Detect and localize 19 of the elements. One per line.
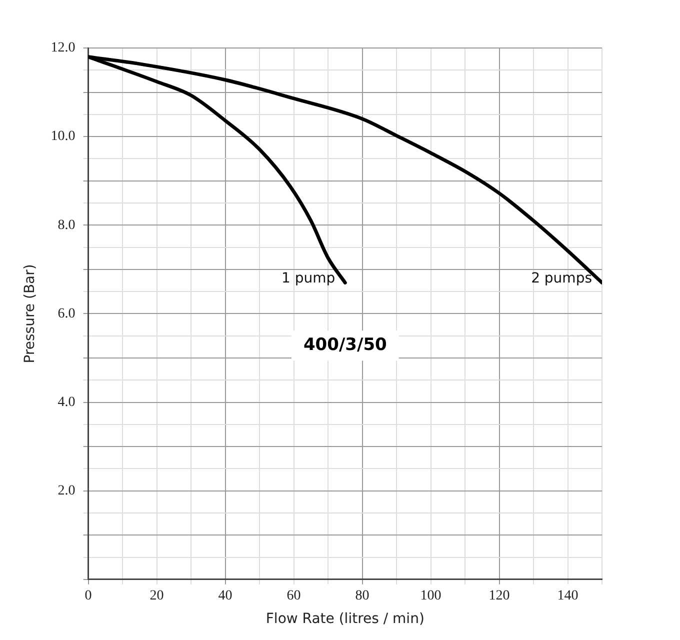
y-tick-label: 10.0	[50, 129, 76, 144]
y-tick-label: 8.0	[58, 218, 76, 233]
series-label: 1 pump	[281, 270, 336, 286]
y-tick-label: 4.0	[58, 394, 76, 410]
series-label: 2 pumps	[531, 270, 592, 286]
y-tick-label: 12.0	[50, 40, 76, 56]
x-tick-label: 120	[488, 588, 510, 604]
x-tick-label: 80	[355, 588, 370, 604]
x-tick-label: 140	[557, 588, 578, 604]
x-tick-label: 20	[150, 588, 164, 604]
y-axis-title: Pressure (Bar)	[22, 264, 38, 364]
y-tick-label: 2.0	[58, 484, 76, 499]
x-tick-label: 100	[420, 588, 442, 604]
x-axis-title: Flow Rate (litres / min)	[266, 611, 424, 628]
annotation: 400/3/50	[303, 335, 388, 356]
y-tick-label: 6.0	[58, 306, 76, 322]
x-tick-label: 60	[286, 588, 301, 604]
x-tick-label: 0	[84, 588, 92, 604]
x-tick-label: 40	[218, 588, 232, 604]
